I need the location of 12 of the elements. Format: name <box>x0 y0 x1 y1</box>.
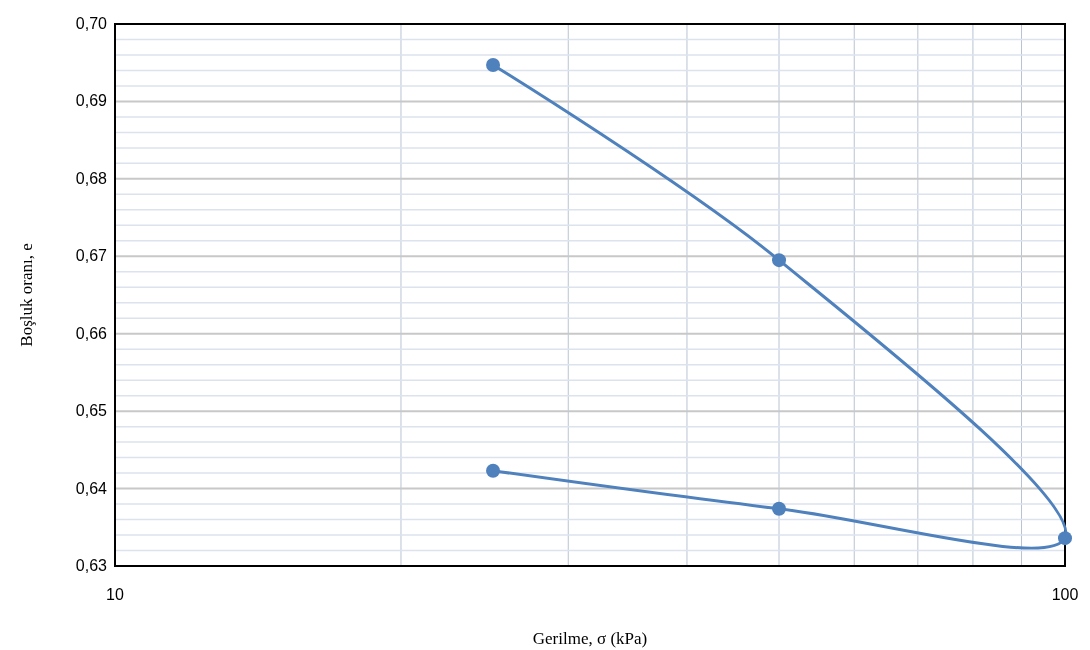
x-axis-title: Gerilme, σ (kPa) <box>532 629 648 648</box>
y-tick-label: 0,63 <box>75 557 108 574</box>
y-tick-label: 0,66 <box>75 324 108 342</box>
x-tick-label: 10 <box>106 586 124 603</box>
y-axis-title: Boşluk oranı, e <box>17 243 36 347</box>
x-tick-label: 100 <box>1051 586 1079 603</box>
y-tick-label: 0,68 <box>75 169 108 187</box>
y-tick-label: 0,65 <box>75 402 108 420</box>
y-tick-label: 0,70 <box>75 15 108 32</box>
y-tick-label: 0,69 <box>75 92 108 110</box>
y-tick-label: 0,67 <box>75 247 108 265</box>
y-tick-label: 0,64 <box>75 479 108 497</box>
